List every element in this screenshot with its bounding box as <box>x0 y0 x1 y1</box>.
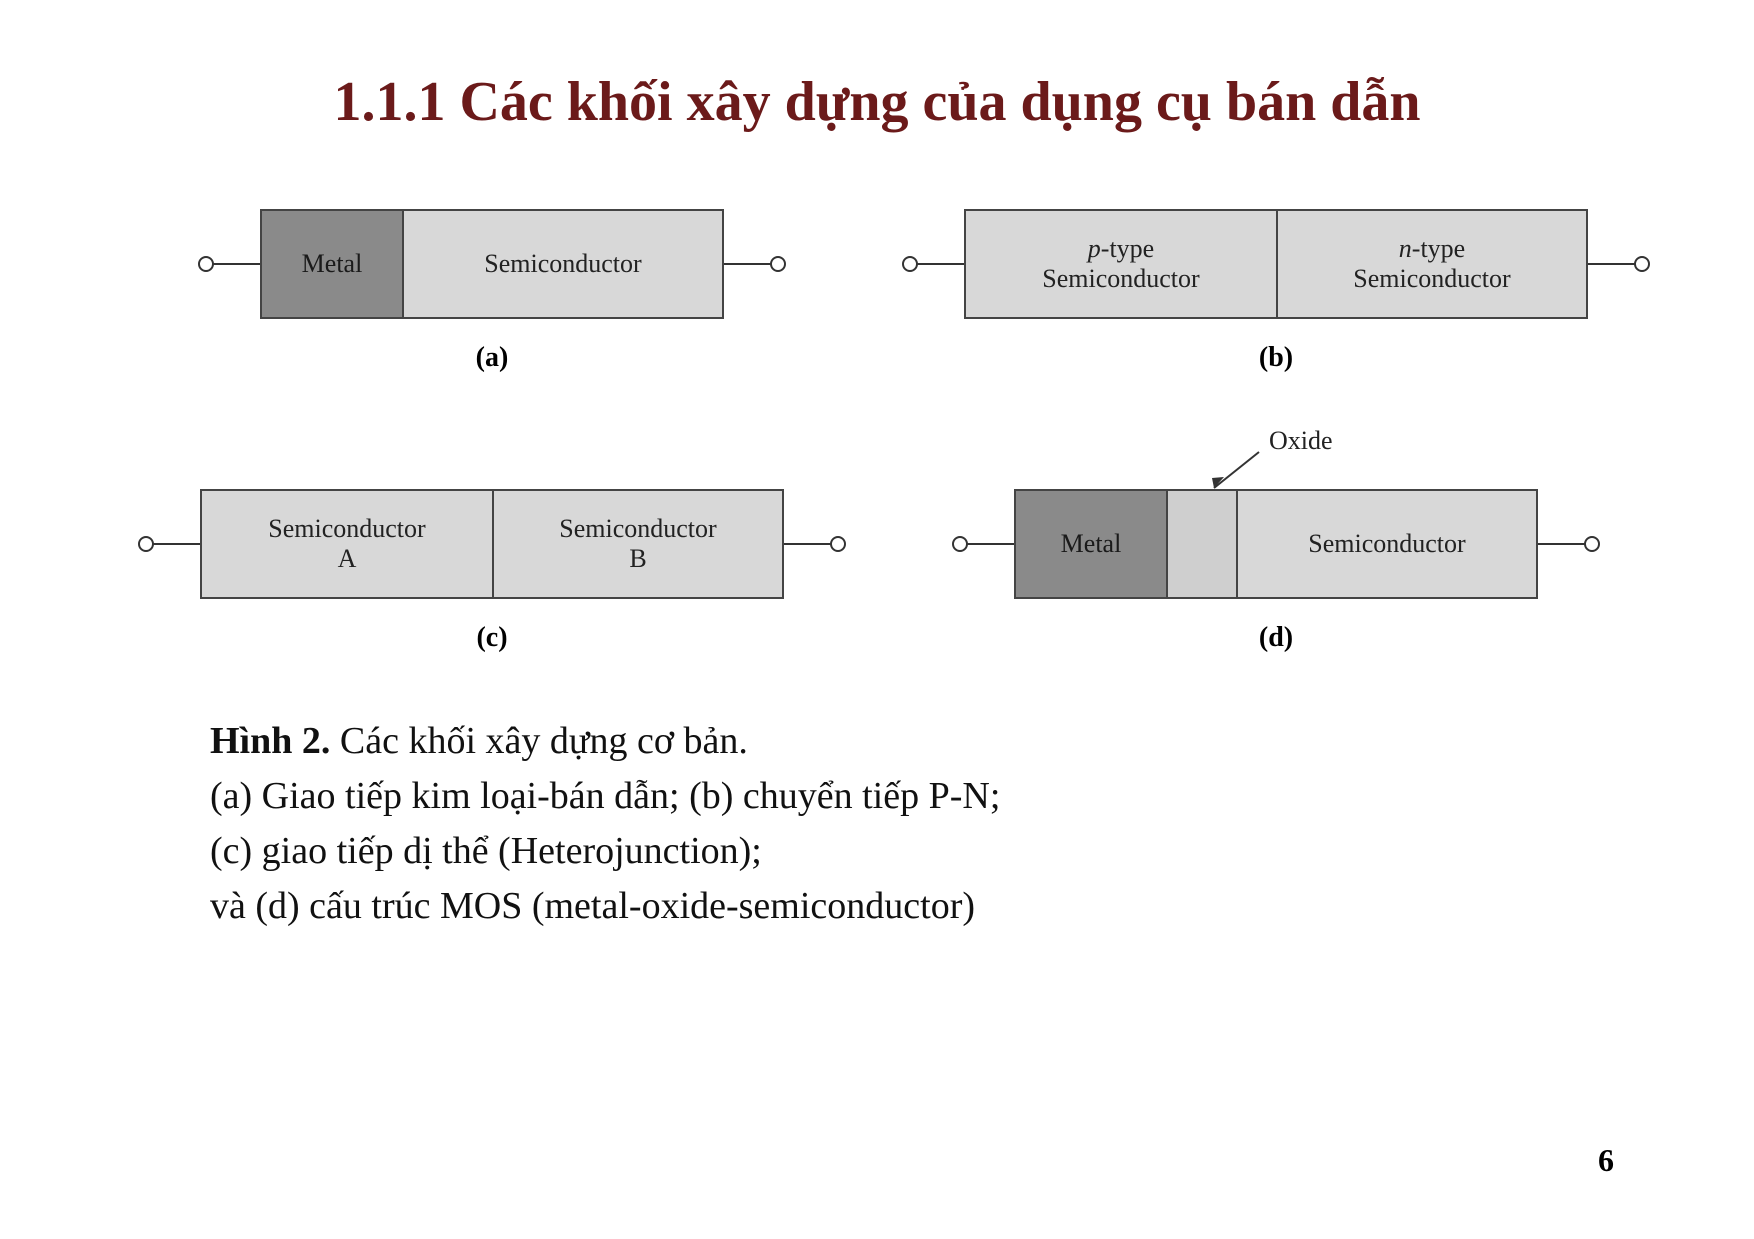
sublabel-a: (a) <box>476 342 509 374</box>
line1: p-type <box>1088 234 1154 264</box>
block-metal: Metal <box>262 211 402 317</box>
block-p-type: p-type Semiconductor <box>966 211 1276 317</box>
line2: B <box>629 544 646 574</box>
lead-right <box>784 543 834 545</box>
figure-caption: Hình 2. Các khối xây dựng cơ bản. (a) Gi… <box>90 714 1664 934</box>
caption-line-4: và (d) cấu trúc MOS (metal-oxide-semicon… <box>210 879 1604 934</box>
device-d: Metal Semiconductor <box>964 484 1588 604</box>
caption-line-1-rest: Các khối xây dựng cơ bản. <box>330 720 747 762</box>
diagram-d: Oxide Metal Semiconductor (d) <box>914 484 1638 654</box>
page-number: 6 <box>1598 1142 1614 1179</box>
blocks-c: Semiconductor A Semiconductor B <box>200 489 784 599</box>
blocks-a: Metal Semiconductor <box>260 209 724 319</box>
diagram-grid: Metal Semiconductor (a) p-type Semicondu… <box>90 204 1664 654</box>
lead-right <box>724 263 774 265</box>
caption-line-3: (c) giao tiếp dị thể (Heterojunction); <box>210 824 1604 879</box>
device-b: p-type Semiconductor n-type Semiconducto… <box>914 204 1638 324</box>
diagram-a: Metal Semiconductor (a) <box>150 204 834 374</box>
block-semi-a: Semiconductor A <box>202 491 492 597</box>
oxide-annotation: Oxide <box>1269 426 1333 456</box>
block-semi-b: Semiconductor B <box>492 491 782 597</box>
oxide-arrow-icon <box>1204 452 1264 494</box>
page-title: 1.1.1 Các khối xây dựng của dụng cụ bán … <box>90 70 1664 134</box>
block-n-type: n-type Semiconductor <box>1276 211 1586 317</box>
lead-left <box>964 543 1014 545</box>
lead-left <box>914 263 964 265</box>
device-a: Metal Semiconductor <box>210 204 774 324</box>
diagram-c: Semiconductor A Semiconductor B (c) <box>150 484 834 654</box>
blocks-b: p-type Semiconductor n-type Semiconducto… <box>964 209 1588 319</box>
line2: Semiconductor <box>1042 264 1199 294</box>
caption-line-2: (a) Giao tiếp kim loại-bán dẫn; (b) chuy… <box>210 769 1604 824</box>
blocks-d: Metal Semiconductor <box>1014 489 1538 599</box>
line1: Semiconductor <box>559 514 716 544</box>
lead-right <box>1538 543 1588 545</box>
device-c: Semiconductor A Semiconductor B <box>150 484 834 604</box>
block-metal: Metal <box>1016 491 1166 597</box>
lead-left <box>150 543 200 545</box>
lead-right <box>1588 263 1638 265</box>
line1: Semiconductor <box>268 514 425 544</box>
lead-left <box>210 263 260 265</box>
caption-line-1: Hình 2. Các khối xây dựng cơ bản. <box>210 714 1604 769</box>
figure-label: Hình 2. <box>210 720 330 762</box>
sublabel-c: (c) <box>476 622 507 654</box>
line1: n-type <box>1399 234 1465 264</box>
block-semiconductor: Semiconductor <box>402 211 722 317</box>
sublabel-b: (b) <box>1259 342 1293 374</box>
block-oxide <box>1166 491 1236 597</box>
line2: Semiconductor <box>1353 264 1510 294</box>
diagram-b: p-type Semiconductor n-type Semiconducto… <box>914 204 1638 374</box>
sublabel-d: (d) <box>1259 622 1293 654</box>
line2: A <box>338 544 357 574</box>
block-semiconductor: Semiconductor <box>1236 491 1536 597</box>
